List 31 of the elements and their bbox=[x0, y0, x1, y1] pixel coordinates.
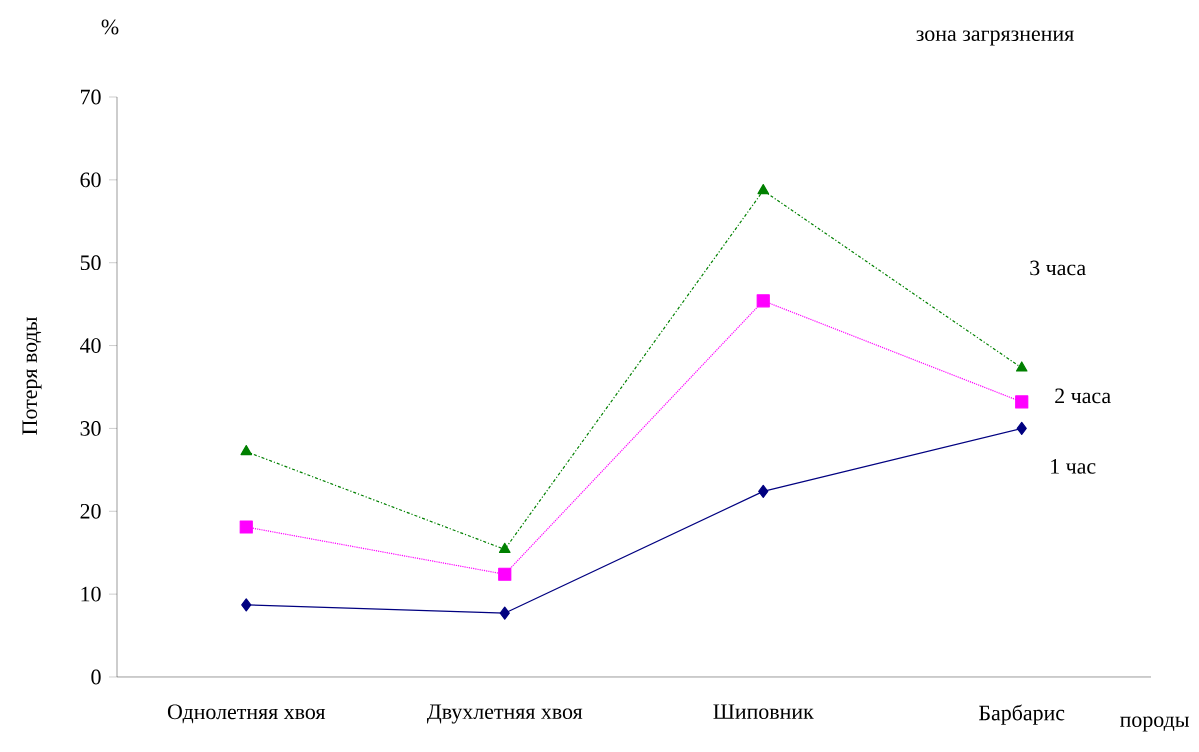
y-tick-label: 50 bbox=[80, 255, 101, 271]
text: 3 часа bbox=[1030, 260, 1086, 276]
series-label: 1 час bbox=[1051, 459, 1096, 474]
x-tick-label: Однолетняя хвоя bbox=[167, 704, 326, 724]
y-tick-label: 70 bbox=[81, 89, 101, 105]
series-label: 2 часа bbox=[1055, 388, 1111, 404]
y-tick-label: 20 bbox=[80, 503, 101, 519]
y-tick-label: 60 bbox=[80, 172, 101, 188]
y-tick-label: 30 bbox=[80, 421, 101, 436]
y-tick-label: 0 bbox=[91, 669, 101, 685]
point bbox=[499, 606, 510, 620]
point bbox=[1015, 361, 1028, 372]
x-tick-label: Двухлетняя хвоя bbox=[426, 704, 583, 724]
point bbox=[498, 542, 511, 553]
x-axis-title: породы bbox=[1120, 716, 1190, 732]
point bbox=[498, 567, 512, 581]
text: зона загрязнения bbox=[916, 30, 1074, 46]
point bbox=[239, 520, 253, 534]
point bbox=[241, 598, 252, 612]
point bbox=[240, 445, 253, 456]
x-tick-label: Барбарис bbox=[979, 704, 1065, 725]
point bbox=[758, 484, 769, 498]
y-axis-title: Потеря воды bbox=[22, 317, 42, 435]
point bbox=[1016, 421, 1027, 436]
y-tick-label: 40 bbox=[80, 338, 101, 353]
text: % bbox=[101, 19, 119, 35]
y-tick-label: 10 bbox=[81, 586, 101, 602]
point bbox=[1015, 395, 1029, 409]
x-tick-label: Шиповник bbox=[713, 704, 814, 720]
point bbox=[757, 184, 770, 195]
point bbox=[756, 294, 770, 308]
